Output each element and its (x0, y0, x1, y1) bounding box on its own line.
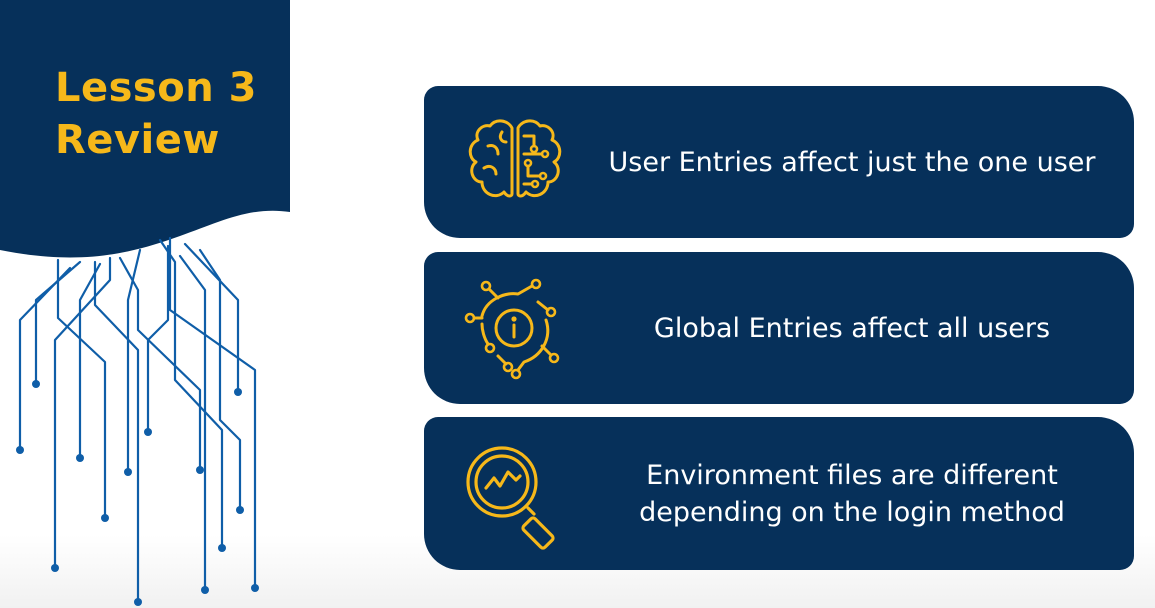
card-text-user-entries: User Entries affect just the one user (608, 146, 1096, 178)
circuit-decoration (0, 0, 290, 606)
card-text-line-2: depending on the login method (639, 496, 1065, 528)
slide-title-line-1: Lesson 3 (55, 65, 257, 111)
card-text-line-1: Environment files are different (646, 459, 1058, 491)
card-text-global-entries: Global Entries affect all users (653, 312, 1051, 344)
slide-title: Lesson 3 Review (55, 62, 257, 166)
brain-circuit-icon (468, 119, 562, 198)
review-card-global-entries: Global Entries affect all users (424, 252, 1134, 404)
title-banner (0, 0, 290, 258)
review-card-user-entries: User Entries affect just the one user (424, 86, 1134, 238)
review-card-environment-files: Environment files are different dependin… (424, 417, 1134, 570)
info-circuit-icon (464, 278, 560, 380)
card-text-environment-files: Environment files are different dependin… (590, 417, 1114, 570)
magnifier-chart-icon (466, 445, 555, 550)
slide-title-line-2: Review (55, 117, 220, 163)
